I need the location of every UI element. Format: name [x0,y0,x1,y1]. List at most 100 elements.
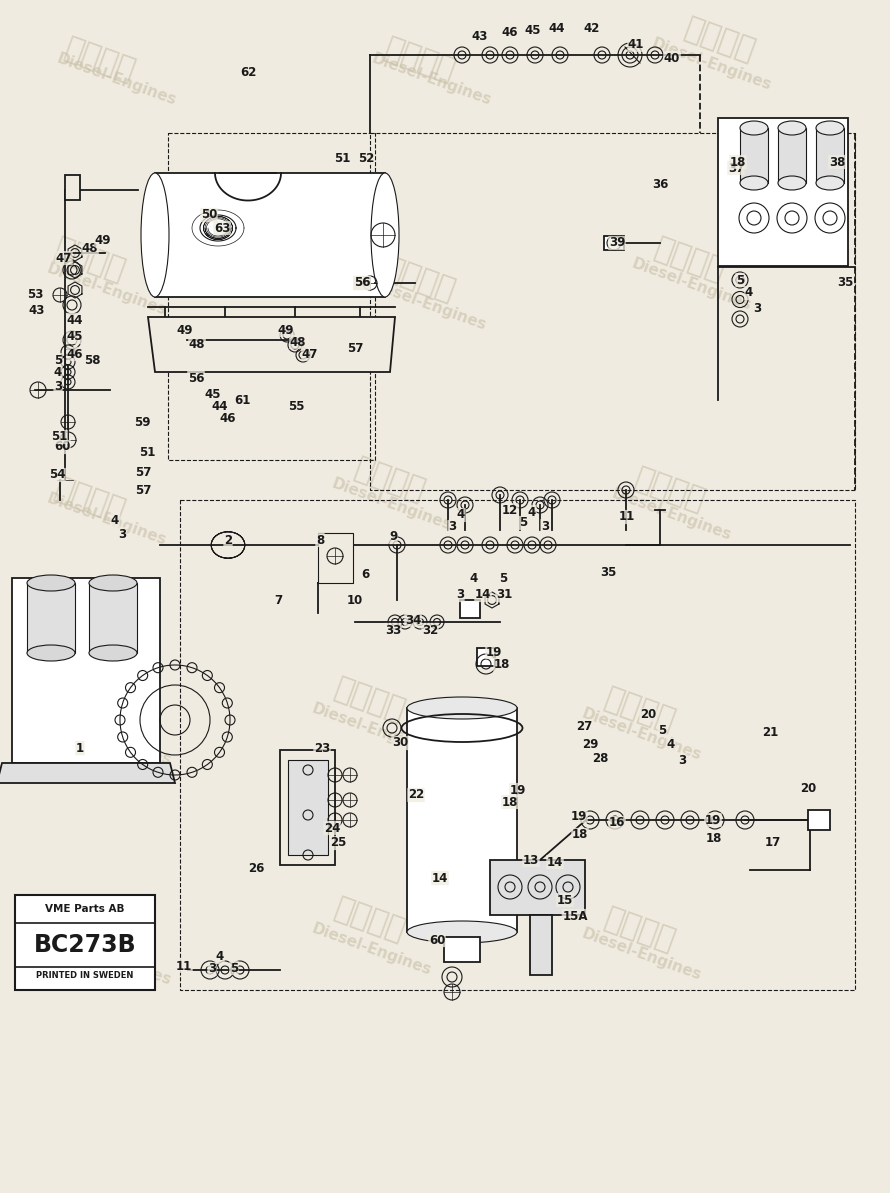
Bar [816,128,844,183]
Text: 60: 60 [53,440,70,453]
Text: Diesel-Engines: Diesel-Engines [630,255,754,313]
Text: Diesel-Engines: Diesel-Engines [610,486,734,543]
Text: Diesel-Engines: Diesel-Engines [310,700,434,758]
Text: 18: 18 [706,832,722,845]
Text: 25: 25 [330,836,346,849]
Text: 聚发动力: 聚发动力 [50,914,128,966]
Text: 51: 51 [51,431,67,444]
Text: 30: 30 [392,736,409,749]
Text: 22: 22 [408,789,425,802]
Text: 3: 3 [54,381,62,394]
Text: 40: 40 [664,51,680,64]
Text: 28: 28 [592,752,608,765]
Text: 36: 36 [651,179,668,192]
Text: 18: 18 [502,796,518,809]
Bar [444,937,480,962]
Text: 2: 2 [224,533,232,546]
Text: 56: 56 [188,371,204,384]
Text: 聚发动力: 聚发动力 [380,254,458,305]
Text: 49: 49 [177,323,193,336]
Text: 8: 8 [316,533,324,546]
Text: 34: 34 [405,613,421,626]
Text: 19: 19 [705,814,721,827]
Text: Diesel-Engines: Diesel-Engines [50,711,174,768]
Text: 44: 44 [549,21,565,35]
Text: 18: 18 [730,155,746,168]
Text: PRINTED IN SWEDEN: PRINTED IN SWEDEN [36,971,134,981]
Text: 21: 21 [762,727,778,740]
Text: 聚发动力: 聚发动力 [350,453,428,506]
Text: 聚发动力: 聚发动力 [630,464,708,517]
Text: 聚发动力: 聚发动力 [60,33,139,86]
Polygon shape [0,764,175,783]
Text: 4: 4 [470,571,478,585]
Text: 39: 39 [609,236,625,249]
Text: 61: 61 [234,394,250,407]
Text: 6: 6 [360,569,369,581]
Text: 12: 12 [502,503,518,517]
Text: 3: 3 [448,520,456,533]
Ellipse shape [778,120,806,135]
Text: 56: 56 [353,277,370,290]
Text: 35: 35 [600,565,616,579]
Bar [12,577,160,764]
Text: 48: 48 [82,241,98,254]
Text: 1: 1 [76,742,84,754]
Text: 54: 54 [49,469,65,482]
Ellipse shape [407,697,517,719]
Text: 60: 60 [429,933,445,946]
Ellipse shape [27,575,75,591]
Bar [89,583,137,653]
Text: 63: 63 [214,222,231,235]
Text: 18: 18 [494,659,510,672]
Text: 56: 56 [353,277,370,290]
Text: 44: 44 [67,314,84,327]
Ellipse shape [816,120,844,135]
Text: 5: 5 [736,273,744,286]
Text: 7: 7 [274,593,282,606]
Ellipse shape [141,173,169,297]
Bar [604,236,624,251]
Text: 3: 3 [541,519,549,532]
Text: 53: 53 [27,289,44,302]
Polygon shape [65,175,80,200]
Text: 3: 3 [208,963,216,976]
Text: 3: 3 [456,588,464,601]
Text: Diesel-Engines: Diesel-Engines [580,706,704,764]
Ellipse shape [407,921,517,942]
Text: 50: 50 [201,209,217,222]
Text: 23: 23 [314,742,330,754]
Bar [530,915,552,975]
Text: Diesel-Engines: Diesel-Engines [45,261,169,319]
Ellipse shape [740,177,768,190]
Ellipse shape [89,645,137,661]
Text: 5: 5 [54,353,62,366]
Bar [288,760,328,855]
Text: 11: 11 [619,511,635,524]
Text: 5: 5 [499,571,507,585]
Bar [155,173,385,297]
Text: 聚发动力: 聚发动力 [680,14,758,66]
Text: 4: 4 [111,513,119,526]
Text: 46: 46 [67,347,84,360]
Text: Diesel-Engines: Diesel-Engines [310,921,434,978]
Text: 41: 41 [627,38,644,51]
Bar [740,128,768,183]
Text: 4: 4 [745,286,753,299]
Text: 47: 47 [302,347,319,360]
Text: 15: 15 [557,894,573,907]
Text: 26: 26 [247,861,264,874]
Ellipse shape [89,575,137,591]
Polygon shape [148,317,395,372]
Ellipse shape [778,177,806,190]
Text: 5: 5 [519,517,527,530]
Text: 27: 27 [576,719,592,733]
Text: 5: 5 [230,962,239,975]
Text: 48: 48 [290,335,306,348]
Text: 62: 62 [239,66,256,79]
Text: 4: 4 [54,366,62,379]
Text: 4: 4 [667,738,676,752]
Text: 52: 52 [358,152,374,165]
Text: 46: 46 [220,412,236,425]
Text: 31: 31 [496,588,512,601]
